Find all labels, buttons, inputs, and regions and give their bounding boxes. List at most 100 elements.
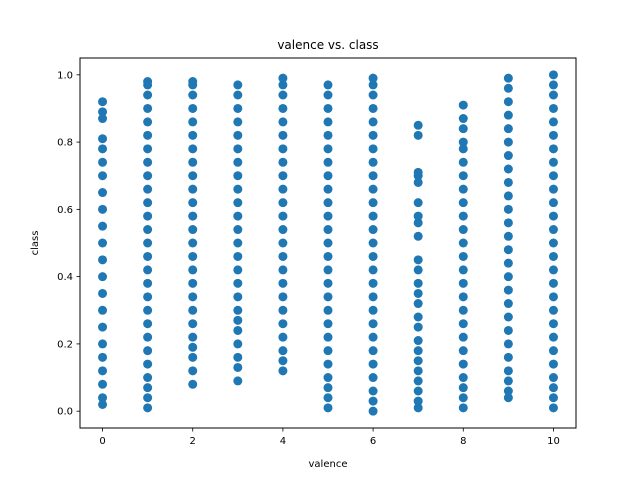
data-point	[98, 107, 108, 117]
data-point	[233, 198, 243, 208]
data-point	[368, 396, 378, 406]
data-point	[98, 134, 108, 144]
y-tick-label: 1.0	[57, 70, 73, 81]
data-point	[323, 238, 333, 248]
data-point	[413, 198, 423, 208]
data-point	[188, 90, 198, 100]
data-point	[233, 211, 243, 221]
data-point	[233, 80, 243, 90]
data-point	[143, 117, 153, 127]
data-point	[278, 278, 288, 288]
data-point	[278, 292, 288, 302]
data-point	[188, 238, 198, 248]
data-point	[98, 204, 108, 214]
data-point	[503, 386, 513, 396]
data-point	[143, 403, 153, 413]
data-point	[548, 346, 558, 356]
data-point	[233, 130, 243, 140]
data-point	[413, 386, 423, 396]
data-point	[503, 325, 513, 335]
data-point	[413, 403, 423, 413]
data-point	[188, 265, 198, 275]
data-point	[503, 110, 513, 120]
data-point	[98, 352, 108, 362]
data-point	[368, 319, 378, 329]
data-point	[548, 278, 558, 288]
data-point	[323, 130, 333, 140]
data-point	[368, 292, 378, 302]
data-point	[458, 225, 468, 235]
data-point	[548, 157, 558, 167]
data-point	[188, 366, 198, 376]
data-point	[188, 305, 198, 315]
data-point	[323, 373, 333, 383]
data-point	[458, 292, 468, 302]
data-point	[503, 97, 513, 107]
data-point	[458, 211, 468, 221]
data-point	[143, 144, 153, 154]
data-point	[143, 332, 153, 342]
data-point	[188, 319, 198, 329]
data-point	[98, 272, 108, 282]
data-point	[368, 117, 378, 127]
data-point	[548, 393, 558, 403]
data-point	[323, 251, 333, 261]
data-point	[548, 103, 558, 113]
data-point	[143, 393, 153, 403]
data-point	[548, 403, 558, 413]
data-point	[413, 265, 423, 275]
data-point	[503, 218, 513, 228]
data-point	[98, 97, 108, 107]
data-point	[233, 238, 243, 248]
y-tick-label: 0.4	[57, 272, 73, 283]
data-point	[548, 184, 558, 194]
data-point	[188, 292, 198, 302]
data-point	[188, 184, 198, 194]
data-point	[233, 362, 243, 372]
data-point	[368, 144, 378, 154]
data-point	[458, 144, 468, 154]
data-point	[368, 80, 378, 90]
data-point	[503, 204, 513, 214]
data-point	[143, 130, 153, 140]
data-point	[323, 171, 333, 181]
data-point	[458, 184, 468, 194]
data-point	[548, 319, 558, 329]
data-point	[413, 336, 423, 346]
data-point	[98, 114, 108, 124]
data-point	[188, 103, 198, 113]
data-point	[323, 211, 333, 221]
data-point	[323, 198, 333, 208]
data-point	[98, 238, 108, 248]
data-point	[98, 188, 108, 198]
data-point	[188, 130, 198, 140]
data-point	[413, 130, 423, 140]
data-point	[413, 299, 423, 309]
data-point	[188, 144, 198, 154]
data-point	[368, 171, 378, 181]
data-point	[278, 80, 288, 90]
data-point	[323, 383, 333, 393]
data-point	[323, 359, 333, 369]
data-point	[278, 305, 288, 315]
data-point	[278, 238, 288, 248]
data-point	[368, 130, 378, 140]
data-point	[323, 393, 333, 403]
data-point	[413, 366, 423, 376]
x-axis-ticks: 0 2 4 6 8 10	[99, 428, 560, 447]
data-point	[503, 151, 513, 161]
data-point	[503, 393, 513, 403]
data-point	[278, 251, 288, 261]
data-point	[458, 198, 468, 208]
data-point	[323, 90, 333, 100]
data-point	[143, 346, 153, 356]
data-point	[233, 171, 243, 181]
y-tick-label: 0.6	[57, 205, 73, 216]
data-point	[503, 299, 513, 309]
data-point	[278, 198, 288, 208]
data-point	[458, 332, 468, 342]
data-point	[503, 245, 513, 255]
data-point	[143, 157, 153, 167]
x-tick-label: 2	[190, 436, 196, 447]
data-point	[233, 90, 243, 100]
